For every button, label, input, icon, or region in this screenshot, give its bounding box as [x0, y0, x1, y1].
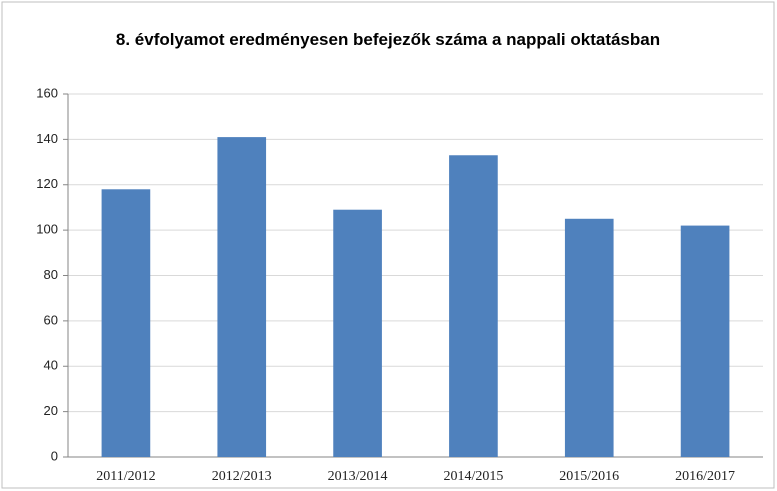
x-tick-label: 2012/2013 [212, 469, 272, 484]
x-tick-label: 2014/2015 [443, 469, 503, 484]
bar [217, 137, 267, 457]
y-tick-label: 160 [36, 85, 58, 100]
y-tick-label: 40 [44, 358, 58, 373]
y-tick-label: 60 [44, 312, 58, 327]
x-tick-label: 2013/2014 [328, 469, 388, 484]
y-tick-label: 20 [44, 403, 58, 418]
x-tick-label: 2011/2012 [96, 469, 155, 484]
y-tick-label: 140 [36, 131, 58, 146]
bar [101, 189, 151, 457]
x-tick-label: 2015/2016 [559, 469, 619, 484]
x-tick-label: 2016/2017 [675, 469, 735, 484]
y-tick-label: 100 [36, 222, 58, 237]
y-tick-label: 80 [44, 267, 58, 282]
bar [333, 209, 382, 457]
y-tick-label: 0 [51, 448, 58, 463]
bar [564, 218, 614, 457]
bar [449, 155, 498, 457]
y-tick-label: 120 [36, 176, 58, 191]
bar [680, 225, 730, 457]
chart-title: 8. évfolyamot eredményesen befejezők szá… [115, 30, 661, 49]
